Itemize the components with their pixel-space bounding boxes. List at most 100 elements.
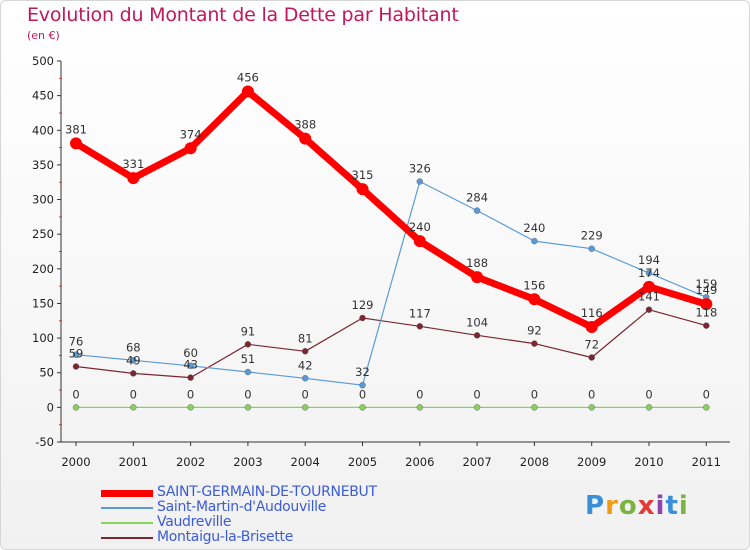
series-2-data-label: 0 [588,387,595,401]
series-3-data-label: 118 [695,306,717,320]
series-3-data-label: 129 [352,298,374,312]
chart-subtitle: (en €) [27,29,60,42]
series-1-point [531,237,538,245]
series-0-data-label: 374 [180,127,202,141]
y-tick-label: 300 [32,193,54,207]
series-1-point [244,368,252,376]
series-3-point [244,341,252,348]
series-3-data-label: 72 [584,337,599,351]
series-2-data-label: 0 [187,387,194,401]
series-2-point [588,404,595,411]
series-3-data-label: 104 [466,315,488,329]
series-0-point [700,298,713,311]
y-tick-label: 500 [32,54,54,68]
legend-label: Montaigu-la-Brisette [157,529,294,545]
x-tick-label: 2008 [520,455,549,469]
series-3-point [72,363,80,370]
series-line-0 [72,88,710,331]
series-3-point [703,322,710,329]
x-tick-label: 2000 [61,455,90,469]
series-0-data-label: 456 [237,70,259,84]
series-2-point [645,404,653,411]
y-tick-label: 400 [32,123,54,137]
y-tick-label: 350 [32,158,54,172]
logo-letter: i [655,491,666,521]
series-2-point [531,404,538,411]
series-1-point [416,178,423,185]
logo-letter: o [618,491,638,521]
series-0-data-label: 156 [523,278,545,292]
series-1-data-label: 229 [581,229,603,243]
series-0-data-label: 149 [695,283,717,297]
series-3-data-label: 91 [241,324,256,338]
series-1-point [187,362,194,369]
series-2-point [359,404,366,411]
series-0-data-label: 331 [122,157,144,171]
y-tick-label: 150 [32,296,54,310]
series-1-data-label: 326 [409,162,431,176]
series-3-data-label: 141 [638,290,660,304]
series-3-data-label: 59 [69,346,84,360]
series-1-data-label: 42 [298,358,313,372]
logo-letter: i [678,491,689,521]
logo-letter: t [665,491,679,521]
x-tick-label: 2001 [119,455,148,469]
series-3-data-label: 49 [126,353,141,367]
legend-swatch [101,522,153,524]
x-tick-label: 2009 [577,455,606,469]
logo-letter: x [637,491,656,521]
logo-letter: P [585,491,606,521]
legend-swatch [101,507,153,509]
proxiti-logo: Proxiti [585,491,689,521]
series-line-3 [75,309,707,379]
series-3-point [416,323,423,330]
series-0-data-label: 174 [638,266,660,280]
series-0-point [643,280,655,293]
y-tick-label: 0 [47,400,54,414]
series-2-point [130,404,137,411]
series-2-point [187,404,194,411]
series-3-point [645,306,653,313]
series-1-point [645,269,653,277]
chart-title: Evolution du Montant de la Dette par Hab… [27,4,459,26]
y-tick-label: 250 [32,227,54,241]
series-1-point [302,375,309,382]
x-tick-label: 2007 [462,455,491,469]
series-2-point [244,404,252,411]
y-tick-label: -50 [35,435,54,449]
series-3-point [588,354,595,361]
series-1-data-label: 51 [241,352,256,366]
series-3-data-label: 81 [298,331,313,345]
series-0-point [528,293,541,306]
series-2-data-label: 0 [416,387,423,401]
series-0-data-label: 388 [294,118,316,132]
series-2-data-label: 0 [244,387,251,401]
series-0-point [241,85,254,98]
series-1-data-label: 76 [69,335,84,349]
series-1-point [473,207,481,214]
series-0-point [356,183,369,196]
series-3-data-label: 92 [527,324,542,338]
series-2-data-label: 0 [359,387,366,401]
series-1-data-label: 194 [638,253,660,267]
series-3-point [130,370,137,377]
series-2-point [416,404,423,411]
series-0-point [127,172,140,185]
series-0-point [471,271,484,284]
x-tick-label: 2003 [233,455,262,469]
series-2-data-label: 0 [130,387,137,401]
series-1-data-label: 60 [183,346,198,360]
series-3-data-label: 117 [409,306,431,320]
legend-label: Vaudreville [157,514,232,530]
series-2-point [72,404,80,411]
series-2-data-label: 0 [473,387,480,401]
series-2-data-label: 0 [531,387,538,401]
series-0-data-label: 240 [409,220,431,234]
series-2-point [703,404,710,411]
series-1-data-label: 159 [695,277,717,291]
series-0-point [413,235,426,248]
series-2-data-label: 0 [703,387,710,401]
series-2-data-label: 0 [645,387,652,401]
